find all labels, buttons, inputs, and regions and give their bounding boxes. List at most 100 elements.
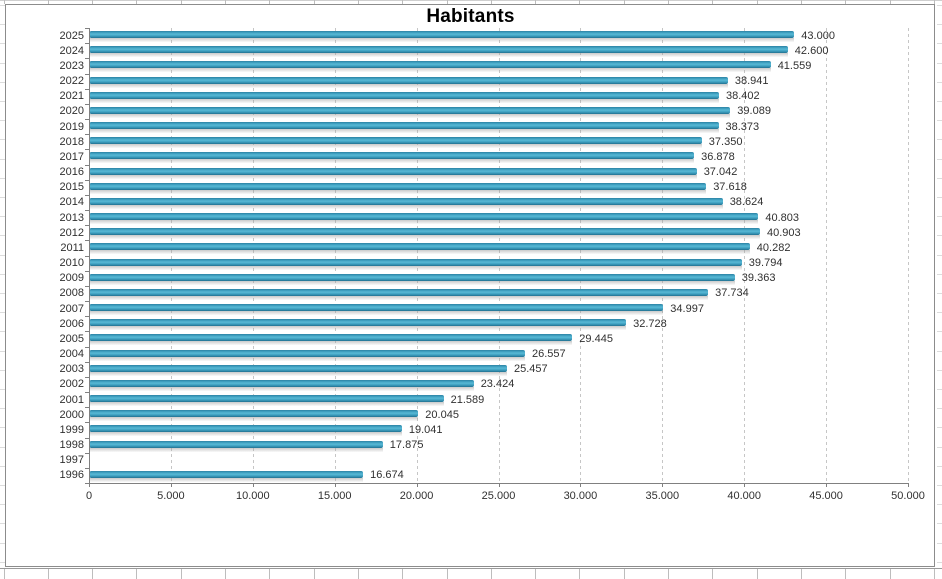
y-axis-tick xyxy=(85,331,89,333)
spreadsheet-gridline xyxy=(0,446,5,448)
spreadsheet-gridline xyxy=(535,0,537,4)
y-axis-tick xyxy=(85,392,89,393)
spreadsheet-gridline xyxy=(0,389,5,390)
bar-shadow-2012 xyxy=(90,235,760,240)
spreadsheet-gridline xyxy=(180,569,182,579)
bar-2011 xyxy=(90,243,750,251)
category-label-2017: 2017 xyxy=(59,150,84,163)
y-axis-tick xyxy=(85,194,89,196)
spreadsheet-gridline xyxy=(937,43,942,45)
category-label-2012: 2012 xyxy=(59,226,84,239)
spreadsheet-gridline xyxy=(0,216,5,218)
y-axis-tick xyxy=(85,119,89,120)
bar-2009 xyxy=(90,273,735,281)
bar-shadow-2008 xyxy=(90,295,709,300)
y-axis-tick xyxy=(85,73,89,75)
bar-2015 xyxy=(90,182,707,190)
spreadsheet-gridline xyxy=(269,0,271,4)
spreadsheet-gridline xyxy=(446,0,448,4)
spreadsheet-gridline xyxy=(937,523,942,525)
bar-2005 xyxy=(90,334,573,342)
spreadsheet-gridline xyxy=(712,569,714,579)
value-label-2012: 40.903 xyxy=(767,226,801,239)
spreadsheet-gridline xyxy=(937,427,942,429)
bar-shadow-2023 xyxy=(90,68,771,73)
value-label-2022: 38.941 xyxy=(734,75,769,87)
bar-2012 xyxy=(90,228,760,236)
value-label-2006: 32.728 xyxy=(633,317,667,330)
bar-shadow-2000 xyxy=(90,417,419,422)
spreadsheet-gridline xyxy=(0,158,5,160)
x-axis-label-50.000: 50.000 xyxy=(891,490,925,502)
spreadsheet-gridline xyxy=(92,569,94,579)
x-axis-line xyxy=(85,483,909,484)
spreadsheet-gridline xyxy=(889,0,891,4)
spreadsheet-gridline xyxy=(0,43,5,45)
bar-2019 xyxy=(90,122,719,129)
category-label-1999: 1999 xyxy=(59,423,84,436)
bar-shadow-2015 xyxy=(90,189,707,194)
spreadsheet-gridline xyxy=(0,331,5,333)
spreadsheet-gridline xyxy=(579,0,581,4)
spreadsheet-gridline xyxy=(3,0,5,4)
spreadsheet-gridline xyxy=(0,485,5,486)
value-label-1996: 16.674 xyxy=(370,469,404,482)
spreadsheet-gridline xyxy=(0,312,5,314)
spreadsheet-gridline xyxy=(937,504,942,506)
y-axis-tick xyxy=(85,301,89,302)
category-label-2000: 2000 xyxy=(59,408,84,421)
spreadsheet-gridline xyxy=(47,569,49,579)
category-label-2003: 2003 xyxy=(59,363,84,376)
spreadsheet-gridline xyxy=(937,273,942,275)
spreadsheet-gridline xyxy=(756,0,758,4)
spreadsheet-gridline xyxy=(623,0,625,4)
value-label-2021: 38.402 xyxy=(726,90,760,103)
bar-shadow-2009 xyxy=(90,280,735,285)
spreadsheet-gridline xyxy=(937,331,942,333)
x-axis-label-40.000: 40.000 xyxy=(727,490,762,502)
gridline-50.000 xyxy=(908,28,909,483)
y-axis-tick xyxy=(85,270,89,272)
spreadsheet-gridline xyxy=(313,0,315,4)
spreadsheet-gridline xyxy=(0,62,5,64)
x-axis-label-35.000: 35.000 xyxy=(645,490,680,502)
bar-shadow-2013 xyxy=(90,220,759,224)
bar-1999 xyxy=(90,425,402,433)
spreadsheet-gridline xyxy=(0,5,5,6)
bar-2017 xyxy=(90,152,695,160)
spreadsheet-gridline xyxy=(0,24,5,26)
spreadsheet-gridline xyxy=(937,312,942,314)
y-axis-tick xyxy=(85,210,89,211)
bar-2010 xyxy=(90,258,742,266)
category-label-2010: 2010 xyxy=(59,257,84,269)
bar-2022 xyxy=(90,76,728,84)
bar-2020 xyxy=(90,106,731,114)
x-axis-tick xyxy=(498,483,500,487)
y-axis-tick xyxy=(85,240,89,242)
spreadsheet-gridline xyxy=(668,0,669,4)
spreadsheet-gridline xyxy=(937,485,942,486)
x-axis-tick xyxy=(334,483,336,487)
category-label-2002: 2002 xyxy=(59,378,84,391)
bar-2003 xyxy=(90,364,507,372)
spreadsheet-gridline xyxy=(0,561,5,563)
bar-2008 xyxy=(90,288,709,296)
x-axis-tick xyxy=(89,483,90,487)
spreadsheet-gridline xyxy=(180,0,182,4)
spreadsheet-gridline xyxy=(0,197,5,198)
x-axis-tick xyxy=(662,483,664,487)
spreadsheet-gridline xyxy=(313,569,315,579)
y-axis-tick xyxy=(85,28,89,29)
y-axis-tick xyxy=(85,149,89,151)
spreadsheet-gridline xyxy=(937,62,942,64)
spreadsheet-gridline xyxy=(3,569,5,579)
x-axis-label-20.000: 20.000 xyxy=(399,490,434,502)
bar-2023 xyxy=(90,61,771,69)
spreadsheet-gridline xyxy=(937,5,942,6)
spreadsheet-gridline xyxy=(535,569,537,579)
spreadsheet-gridline xyxy=(712,0,714,4)
category-label-1998: 1998 xyxy=(59,439,84,451)
y-axis-tick xyxy=(85,103,89,105)
spreadsheet-gridline xyxy=(0,408,5,410)
bar-2007 xyxy=(90,304,664,311)
